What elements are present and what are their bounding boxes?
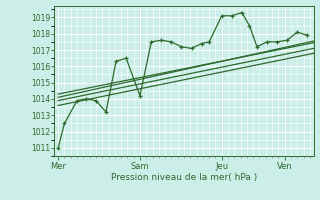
X-axis label: Pression niveau de la mer( hPa ): Pression niveau de la mer( hPa ) <box>111 173 257 182</box>
